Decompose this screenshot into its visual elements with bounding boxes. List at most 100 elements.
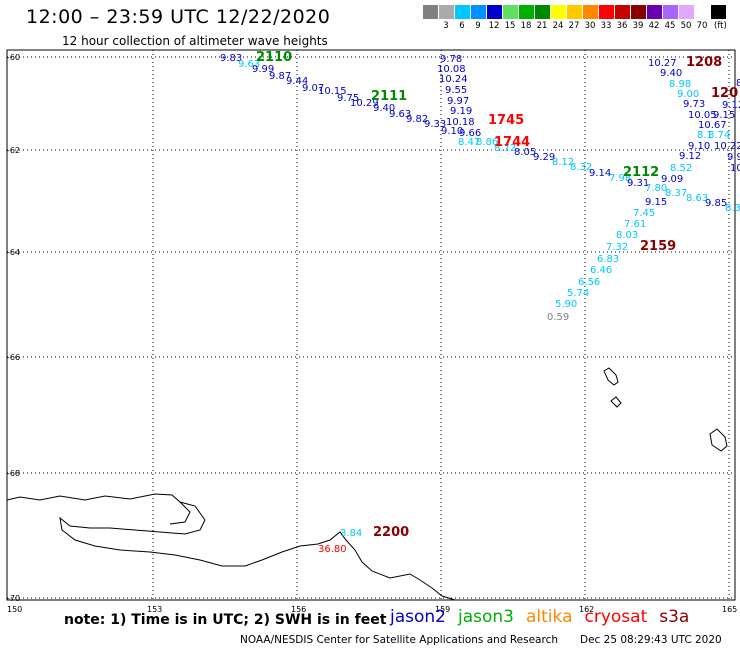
latitude-label: -70	[7, 594, 20, 603]
wave-height-label: 6.46	[590, 265, 612, 276]
wave-height-label: 8.47	[458, 137, 480, 148]
wave-height-label: 9.40	[373, 103, 395, 114]
island-2	[610, 396, 622, 408]
legend-label: 3	[443, 21, 449, 31]
wave-height-label: 0.59	[547, 312, 569, 323]
pass-time-label: 1744	[494, 135, 530, 150]
legend-label: 39	[632, 21, 644, 31]
wave-height-label: 8.12	[552, 157, 574, 168]
legend-swatch	[550, 5, 566, 19]
legend-swatch	[470, 5, 486, 19]
wave-height-label: 9.12	[722, 100, 740, 111]
wave-height-label: 8.72	[494, 143, 516, 154]
legend-swatch	[502, 5, 518, 19]
wave-height-label: 7.45	[633, 208, 655, 219]
legend-swatch	[454, 5, 470, 19]
wave-height-label: 8.37	[665, 188, 687, 199]
wave-height-label: 8.98	[669, 79, 691, 90]
wave-height-label: 9.29	[533, 152, 555, 163]
wave-height-label: 9.14	[589, 168, 611, 179]
wave-height-label: 9.10	[441, 126, 463, 137]
wave-height-label: 9.66	[459, 128, 481, 139]
legend-label: 50	[680, 21, 692, 31]
wave-height-label: 9.63	[389, 109, 411, 120]
wave-height-label: 8	[736, 78, 740, 89]
wave-height-label: 7.61	[624, 219, 646, 230]
wave-height-label: 9.40	[660, 68, 682, 79]
latitude-label: -64	[7, 248, 20, 257]
legend-label: 12	[488, 21, 500, 31]
legend-label: 27	[568, 21, 580, 31]
legend-swatch	[566, 5, 582, 19]
latitude-label: -68	[7, 469, 20, 478]
latitude-label: -60	[7, 53, 20, 62]
wave-height-label: 9.63	[238, 59, 260, 70]
wave-height-label: 9.33	[424, 119, 446, 130]
wave-height-label: 8.05	[514, 147, 536, 158]
legend-label: 45	[664, 21, 676, 31]
legend-label: 33	[600, 21, 612, 31]
longitude-label: 162	[579, 605, 594, 614]
wave-height-label: 5.90	[555, 299, 577, 310]
wave-height-label: 9.12	[679, 151, 701, 162]
map-subtitle: 12 hour collection of altimeter wave hei…	[62, 34, 328, 48]
map-frame	[6, 49, 736, 601]
wave-height-label: 8.86	[476, 137, 498, 148]
altimeter-labels: 9.839.639.999.879.449.0710.159.7510.299.…	[220, 50, 740, 555]
wave-height-label: 9.82	[406, 114, 428, 125]
legend-swatch	[582, 5, 598, 19]
wave-height-label: 9.19	[450, 106, 472, 117]
map-title: 12:00 – 23:59 UTC 12/22/2020	[26, 6, 331, 28]
legend-label: 6	[459, 21, 465, 31]
mission-label: altika	[526, 607, 573, 627]
wave-height-label: 3.84	[340, 528, 362, 539]
legend-swatch	[678, 5, 694, 19]
coastline	[6, 367, 728, 601]
wave-height-label: 6.83	[597, 254, 619, 265]
mission-label: s3a	[659, 607, 690, 627]
wave-height-label: 7.98	[609, 173, 631, 184]
wave-height-label: 36.80	[318, 544, 347, 555]
legend-swatch	[534, 5, 550, 19]
island-1	[603, 367, 619, 386]
wave-height-label: 10.05	[688, 110, 717, 121]
legend-swatch	[630, 5, 646, 19]
legend-label: 36	[616, 21, 628, 31]
legend-swatch	[518, 5, 534, 19]
wave-height-label: 9.31	[627, 178, 649, 189]
wave-height-label: 9.9	[727, 152, 740, 163]
longitude-label: 165	[722, 605, 737, 614]
color-scale-legend	[422, 5, 726, 19]
legend-label: 42	[648, 21, 660, 31]
wave-height-label: 9.83	[220, 53, 242, 64]
island-3	[709, 428, 728, 452]
legend-swatch	[438, 5, 454, 19]
wave-height-label: 5.74	[567, 288, 589, 299]
wave-height-label: 9.09	[661, 174, 683, 185]
legend-swatch	[646, 5, 662, 19]
wave-height-label: 10.08	[437, 64, 466, 75]
pass-time-label: 2200	[373, 525, 409, 540]
mission-label: jason3	[458, 607, 514, 627]
longitude-label: 156	[291, 605, 306, 614]
wave-height-label: 10	[730, 163, 740, 174]
mission-legend: jason2 jason3 altika cryosat s3a	[390, 607, 689, 627]
wave-height-label: 9.10	[688, 141, 710, 152]
pass-time-label: 2112	[623, 165, 659, 180]
note-text: note: 1) Time is in UTC; 2) SWH is in fe…	[64, 612, 387, 628]
wave-height-label: 10.24	[439, 74, 468, 85]
wave-height-label: 10.18	[446, 117, 475, 128]
longitude-label: 153	[147, 605, 162, 614]
axis-labels: -60 -62 -64 -66 -68 -70 150 153 156 159 162 165	[7, 53, 737, 614]
footer-credit: NOAA/NESDIS Center for Satellite Applica…	[240, 634, 558, 646]
legend-swatch	[422, 5, 438, 19]
wave-height-label: 9.15	[713, 110, 735, 121]
wave-height-label: 9.55	[445, 85, 467, 96]
legend-label: 15	[504, 21, 516, 31]
pass-time-label: 2111	[371, 89, 407, 104]
mission-label: cryosat	[584, 607, 648, 627]
latitude-label: -66	[7, 353, 20, 362]
pass-time-label: 2110	[256, 50, 292, 65]
legend-label: 9	[475, 21, 481, 31]
